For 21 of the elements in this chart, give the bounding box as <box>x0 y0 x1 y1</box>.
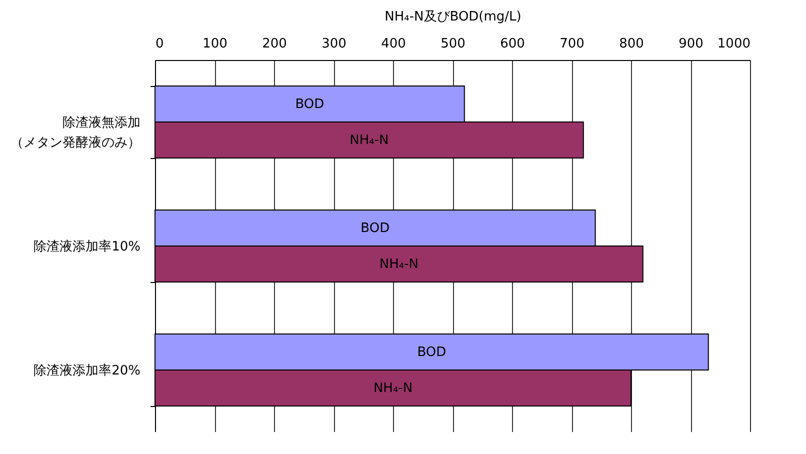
x-tick-label: 1000 <box>717 36 750 52</box>
text: NH₄-N <box>350 132 389 148</box>
y-tick-label: 除渣液添加率20% <box>34 362 140 378</box>
x-axis-title: NH₄-N及びBOD(mg/L) <box>384 10 522 24</box>
x-tick-label: 700 <box>560 36 584 52</box>
y-tick-label: 除渣液添加率10% <box>34 238 140 254</box>
x-tick-label: 0 <box>156 36 164 52</box>
x-tick-label: 900 <box>678 36 704 52</box>
series-label: NH₄-N <box>379 256 419 272</box>
series-label: BOD <box>360 221 390 236</box>
text: BOD <box>417 345 446 360</box>
x-tick-label: 300 <box>322 36 346 52</box>
text: NH₄-N <box>373 380 413 396</box>
text: BOD <box>295 97 324 112</box>
x-tick-label: 600 <box>500 36 525 52</box>
y-tick-label: 除渣液無添加（メタン発酵液のみ） <box>10 116 140 150</box>
x-tick-label: 200 <box>262 36 287 52</box>
x-tick-label: 100 <box>202 36 228 52</box>
x-tick-label: 400 <box>381 36 406 52</box>
x-tick-label: 500 <box>440 36 466 52</box>
x-tick-label: 800 <box>619 36 644 52</box>
